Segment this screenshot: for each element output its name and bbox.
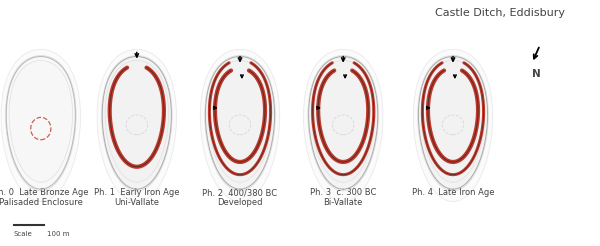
Text: N: N [532, 69, 541, 79]
Polygon shape [97, 49, 176, 201]
Polygon shape [421, 61, 485, 182]
Polygon shape [208, 61, 272, 182]
Text: Bi-Vallate: Bi-Vallate [323, 198, 363, 207]
Text: Castle Ditch, Eddisbury: Castle Ditch, Eddisbury [435, 8, 565, 18]
Polygon shape [5, 56, 76, 191]
Text: Scale: Scale [14, 231, 33, 237]
Text: Ph. 4  Late Iron Age: Ph. 4 Late Iron Age [412, 188, 494, 197]
Polygon shape [205, 57, 275, 189]
Polygon shape [101, 56, 172, 191]
Polygon shape [9, 61, 73, 182]
Polygon shape [304, 49, 383, 201]
Text: Ph. 1  Early Iron Age: Ph. 1 Early Iron Age [94, 188, 179, 197]
Polygon shape [413, 49, 493, 201]
Text: Ph. 0  Late Bronze Age: Ph. 0 Late Bronze Age [0, 188, 89, 197]
Text: Palisaded Enclosure: Palisaded Enclosure [0, 198, 83, 207]
Polygon shape [1, 49, 80, 201]
Text: Developed: Developed [217, 198, 263, 207]
Polygon shape [418, 57, 488, 189]
Polygon shape [200, 49, 280, 201]
Polygon shape [6, 57, 76, 189]
Polygon shape [205, 56, 275, 191]
Polygon shape [105, 61, 169, 182]
Polygon shape [308, 57, 378, 189]
Text: Ph. 3  c. 300 BC: Ph. 3 c. 300 BC [310, 188, 376, 197]
Polygon shape [311, 61, 375, 182]
Text: 100 m: 100 m [47, 231, 70, 237]
Polygon shape [418, 56, 488, 191]
Text: Uni-Vallate: Uni-Vallate [115, 198, 160, 207]
Polygon shape [102, 57, 172, 189]
Polygon shape [308, 56, 379, 191]
Text: Ph. 2  400/380 BC: Ph. 2 400/380 BC [202, 188, 278, 197]
